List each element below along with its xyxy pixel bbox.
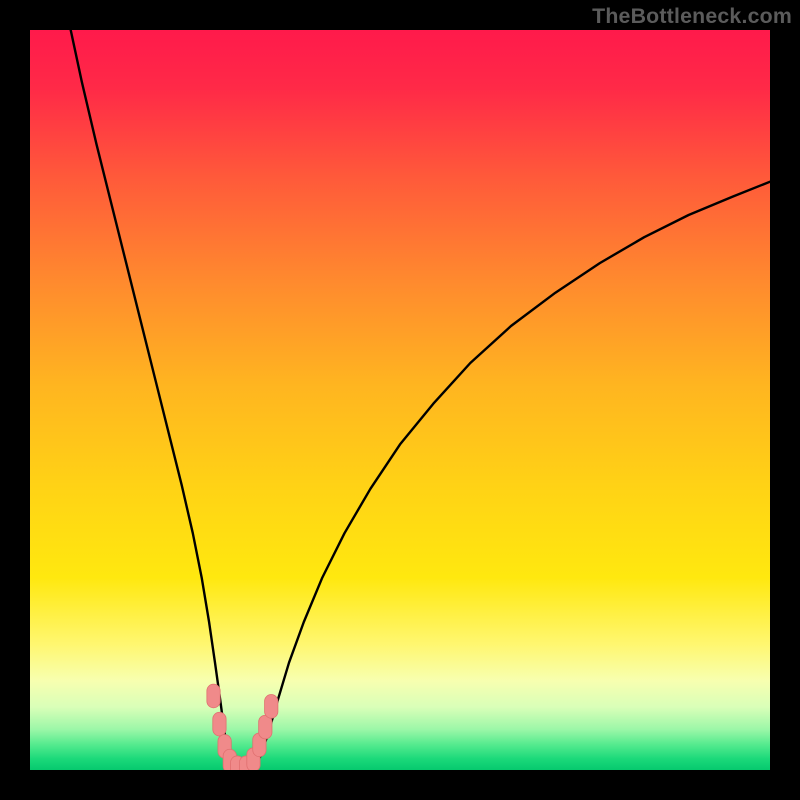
optimal-marker — [213, 712, 226, 736]
optimal-marker — [265, 695, 278, 719]
optimal-marker — [207, 684, 220, 708]
plot-area — [30, 30, 770, 770]
bottleneck-curve-chart — [30, 30, 770, 770]
optimal-marker — [259, 715, 272, 739]
gradient-background — [30, 30, 770, 770]
chart-frame: TheBottleneck.com — [0, 0, 800, 800]
watermark-text: TheBottleneck.com — [592, 4, 792, 29]
